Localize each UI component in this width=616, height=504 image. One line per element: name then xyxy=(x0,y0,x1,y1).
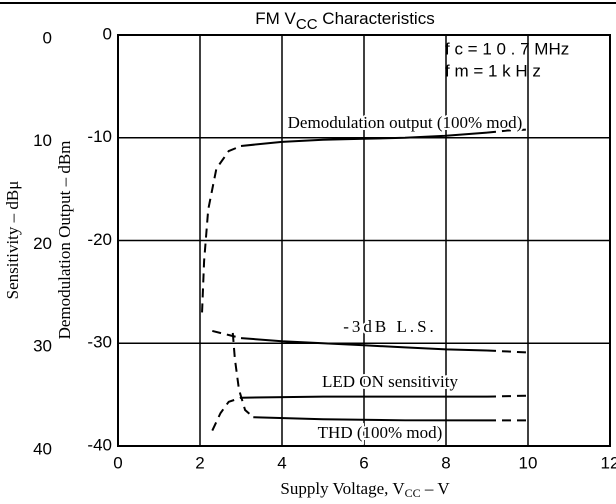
chart-title: FM VCC Characteristics xyxy=(255,9,434,32)
y-tick-label: 0 xyxy=(103,24,112,43)
condition: f c = 1 0 . 7 MHz xyxy=(445,39,569,58)
x-tick-label: 12 xyxy=(601,453,616,472)
y2-tick-label: 20 xyxy=(33,234,52,253)
curve-segment xyxy=(212,329,242,340)
curve-segment xyxy=(231,332,254,418)
xlabel-sub: CC xyxy=(405,486,421,500)
y2-tick-label: 30 xyxy=(33,337,52,356)
curve-label: Demodulation output (100% mod) xyxy=(288,113,523,132)
y2-axis-label: Sensitivity – dBμ xyxy=(3,181,22,300)
curve-segment xyxy=(486,349,529,354)
xlabel-part: Supply Voltage, V xyxy=(280,479,405,498)
curve-segment xyxy=(253,416,487,422)
x-tick-label: 2 xyxy=(195,453,204,472)
y-tick-label: -40 xyxy=(87,435,112,454)
x-tick-label: 4 xyxy=(277,453,286,472)
curve-segment xyxy=(486,128,529,134)
condition: f m = 1 k H z xyxy=(445,61,541,80)
x-tick-label: 0 xyxy=(113,453,122,472)
title-sub: CC xyxy=(296,16,318,33)
y-tick-label: -20 xyxy=(87,230,112,249)
title-part: Characteristics xyxy=(318,9,435,28)
y2-tick-label: 10 xyxy=(33,131,52,150)
curve-segment xyxy=(201,145,242,313)
curve-label: THD (100% mod) xyxy=(318,423,443,442)
curve-segment xyxy=(211,396,242,432)
xlabel-part: – V xyxy=(421,479,451,498)
curve-segment xyxy=(240,395,487,399)
y-axis-label: Demodulation Output – dBm xyxy=(55,141,74,340)
y-tick-label: -10 xyxy=(87,127,112,146)
curve-segment xyxy=(486,394,529,398)
curve-segment xyxy=(240,131,488,147)
curve-segment xyxy=(240,337,488,352)
title-part: FM V xyxy=(255,9,296,28)
x-axis-label: Supply Voltage, VCC – V xyxy=(280,479,450,500)
x-tick-label: 10 xyxy=(519,453,538,472)
curve-label: -3dB L.S. xyxy=(343,317,437,336)
y2-tick-label: 0 xyxy=(43,28,52,47)
y-tick-label: -30 xyxy=(87,333,112,352)
y2-tick-label: 40 xyxy=(33,439,52,458)
x-tick-label: 8 xyxy=(441,453,450,472)
curve-label: LED ON sensitivity xyxy=(322,372,458,391)
x-tick-label: 6 xyxy=(359,453,368,472)
